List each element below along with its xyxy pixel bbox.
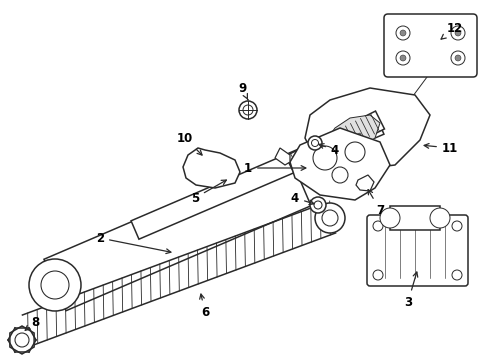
Polygon shape xyxy=(275,148,290,165)
Circle shape xyxy=(313,146,337,170)
Text: 10: 10 xyxy=(177,131,202,155)
Circle shape xyxy=(380,208,400,228)
Polygon shape xyxy=(44,154,311,311)
Circle shape xyxy=(400,55,406,61)
Circle shape xyxy=(243,105,253,115)
Text: 4: 4 xyxy=(291,192,314,205)
FancyBboxPatch shape xyxy=(367,215,468,286)
Text: 4: 4 xyxy=(319,144,339,157)
Text: 6: 6 xyxy=(199,294,209,319)
Circle shape xyxy=(310,197,326,213)
Circle shape xyxy=(41,271,69,299)
FancyBboxPatch shape xyxy=(384,14,477,77)
Polygon shape xyxy=(305,88,430,170)
Circle shape xyxy=(452,270,462,280)
Circle shape xyxy=(455,55,461,61)
Text: 3: 3 xyxy=(404,272,418,309)
Circle shape xyxy=(312,140,318,147)
Circle shape xyxy=(451,26,465,40)
Circle shape xyxy=(373,221,383,231)
Circle shape xyxy=(396,51,410,65)
Polygon shape xyxy=(183,148,240,188)
Text: 5: 5 xyxy=(191,180,226,204)
Text: 9: 9 xyxy=(238,81,248,100)
Circle shape xyxy=(15,333,29,347)
Polygon shape xyxy=(356,175,374,191)
Circle shape xyxy=(322,210,338,226)
Polygon shape xyxy=(131,116,384,239)
Circle shape xyxy=(455,30,461,36)
Polygon shape xyxy=(328,115,380,152)
Circle shape xyxy=(308,136,322,150)
Circle shape xyxy=(400,30,406,36)
Circle shape xyxy=(239,101,257,119)
Text: 8: 8 xyxy=(25,315,39,330)
Circle shape xyxy=(29,259,81,311)
Circle shape xyxy=(315,203,345,233)
Polygon shape xyxy=(390,206,440,230)
Circle shape xyxy=(451,51,465,65)
Text: 1: 1 xyxy=(244,162,306,175)
Polygon shape xyxy=(286,111,385,174)
Circle shape xyxy=(452,221,462,231)
Circle shape xyxy=(314,201,322,209)
Text: 2: 2 xyxy=(96,231,171,253)
Text: 12: 12 xyxy=(441,22,463,39)
Text: 11: 11 xyxy=(424,141,458,154)
Circle shape xyxy=(332,167,348,183)
Text: 7: 7 xyxy=(368,190,384,216)
Circle shape xyxy=(373,270,383,280)
Circle shape xyxy=(396,26,410,40)
Polygon shape xyxy=(345,133,363,150)
Circle shape xyxy=(430,208,450,228)
Polygon shape xyxy=(23,203,336,345)
Polygon shape xyxy=(290,128,390,200)
Circle shape xyxy=(345,142,365,162)
